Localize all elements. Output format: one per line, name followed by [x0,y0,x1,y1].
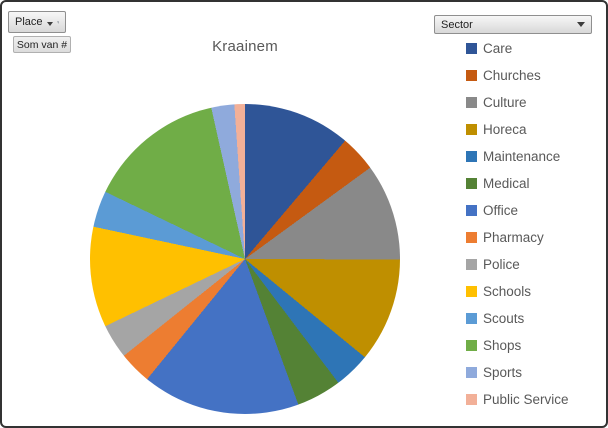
chart-title: Kraainem [212,38,278,55]
legend-swatch [466,151,477,162]
sector-field-label: Sector [441,18,473,31]
legend-item[interactable]: Public Service [466,386,606,413]
legend-swatch [466,232,477,243]
legend-label: Schools [483,284,532,299]
legend-item[interactable]: Medical [466,170,606,197]
legend-label: Shops [483,338,522,353]
legend-label: Maintenance [483,149,561,164]
legend-swatch [466,178,477,189]
legend-item[interactable]: Office [466,197,606,224]
legend-item[interactable]: Schools [466,278,606,305]
chevron-down-icon [46,22,53,26]
legend-label: Sports [483,365,523,380]
chart-legend: Care Churches Culture Horeca Maintenance Medi… [466,35,606,413]
legend-label: Office [483,203,519,218]
legend-swatch [466,286,477,297]
legend-item[interactable]: Police [466,251,606,278]
legend-label: Police [483,257,520,272]
legend-item[interactable]: Pharmacy [466,224,606,251]
legend-item[interactable]: Horeca [466,116,606,143]
legend-swatch [466,367,477,378]
sum-value-button[interactable]: Som van # [13,36,71,53]
legend-label: Care [483,41,513,56]
legend-item[interactable]: Culture [466,89,606,116]
legend-item[interactable]: Scouts [466,305,606,332]
legend-label: Culture [483,95,527,110]
legend-label: Pharmacy [483,230,544,245]
legend-item[interactable]: Sports [466,359,606,386]
legend-label: Medical [483,176,530,191]
legend-item[interactable]: Churches [466,62,606,89]
legend-swatch [466,97,477,108]
legend-label: Scouts [483,311,525,326]
sum-value-label: Som van # [16,38,68,51]
legend-label: Horeca [483,122,527,137]
legend-swatch [466,70,477,81]
filter-funnel-icon [56,20,59,24]
legend-item[interactable]: Shops [466,332,606,359]
legend-label: Churches [483,68,541,83]
place-filter-button[interactable]: Place [8,11,66,33]
legend-swatch [466,205,477,216]
chevron-down-icon [577,22,585,27]
legend-swatch [466,394,477,405]
pie-chart[interactable] [90,104,400,414]
legend-swatch [466,124,477,135]
legend-label: Public Service [483,392,569,407]
legend-item[interactable]: Care [466,35,606,62]
legend-swatch [466,340,477,351]
place-filter-label: Place [15,16,43,28]
sector-field-dropdown[interactable]: Sector [434,15,592,34]
legend-swatch [466,259,477,270]
legend-swatch [466,43,477,54]
legend-swatch [466,313,477,324]
legend-item[interactable]: Maintenance [466,143,606,170]
